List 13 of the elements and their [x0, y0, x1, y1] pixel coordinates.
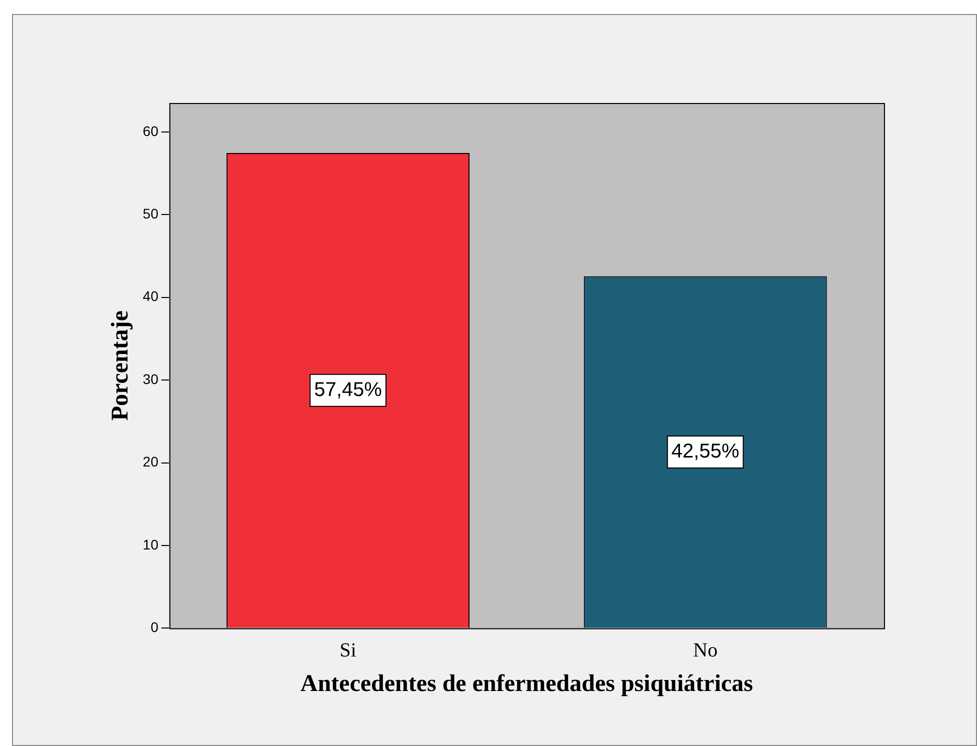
x-tick-label: No [693, 639, 718, 662]
x-tick-label: Si [340, 639, 357, 662]
y-tick-label: 50 [142, 206, 159, 222]
y-tick-label: 10 [142, 536, 159, 552]
data-label: 57,45% [314, 378, 382, 401]
y-tick-label: 40 [142, 288, 159, 304]
y-tick-label: 60 [142, 122, 159, 139]
data-label: 42,55% [671, 440, 740, 463]
x-axis-title: Antecedentes de enfermedades psiquiátricas [300, 670, 753, 697]
y-tick-label: 20 [142, 454, 159, 470]
y-axis-title: Porcentaje [108, 310, 134, 421]
y-tick-label: 0 [150, 619, 159, 636]
y-tick-label: 30 [142, 370, 159, 387]
